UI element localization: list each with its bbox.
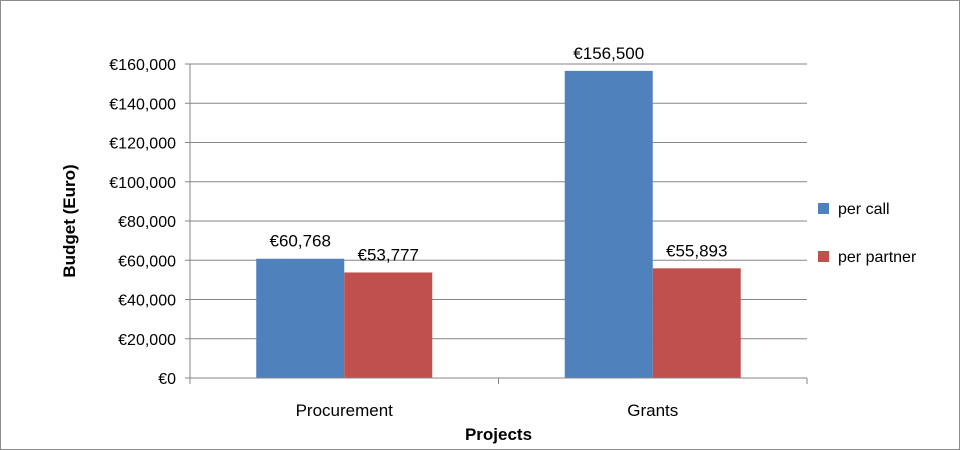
bar-per-partner-procurement	[344, 272, 433, 378]
data-labels: €60,768 €53,777 €156,500 €55,893	[270, 44, 728, 265]
data-label: €156,500	[573, 44, 644, 63]
legend-label: per partner	[838, 249, 917, 266]
y-tick-label: €140,000	[109, 96, 176, 113]
y-axis-title: Budget (Euro)	[60, 164, 79, 277]
data-label: €55,893	[666, 241, 727, 260]
y-tick-label: €20,000	[118, 332, 176, 349]
y-tick-label: €120,000	[109, 136, 176, 153]
legend-swatch-per-call	[818, 203, 829, 214]
x-axis-title: Projects	[465, 425, 532, 444]
legend: per call per partner	[818, 201, 917, 266]
legend-label: per call	[838, 201, 890, 218]
data-label: €60,768	[270, 232, 331, 251]
axes	[185, 63, 808, 384]
bar-per-call-grants	[564, 70, 653, 379]
x-category-labels: Procurement Grants	[296, 401, 679, 420]
y-tick-label: €80,000	[118, 214, 176, 231]
bar-per-partner-grants	[652, 268, 741, 378]
y-tick-label: €40,000	[118, 293, 176, 310]
x-category-label: Grants	[627, 401, 678, 420]
y-tick-label: €100,000	[109, 175, 176, 192]
data-label: €53,777	[358, 245, 419, 264]
y-tick-label: €60,000	[118, 253, 176, 270]
y-tick-label: €160,000	[109, 57, 176, 74]
y-tick-label: €0	[158, 371, 176, 388]
x-category-label: Procurement	[296, 401, 394, 420]
bar-per-call-procurement	[256, 258, 345, 378]
y-tick-labels: €0 €20,000 €40,000 €60,000 €80,000 €100,000 €1…	[109, 57, 176, 388]
bars	[256, 70, 741, 379]
legend-swatch-per-partner	[818, 251, 829, 262]
